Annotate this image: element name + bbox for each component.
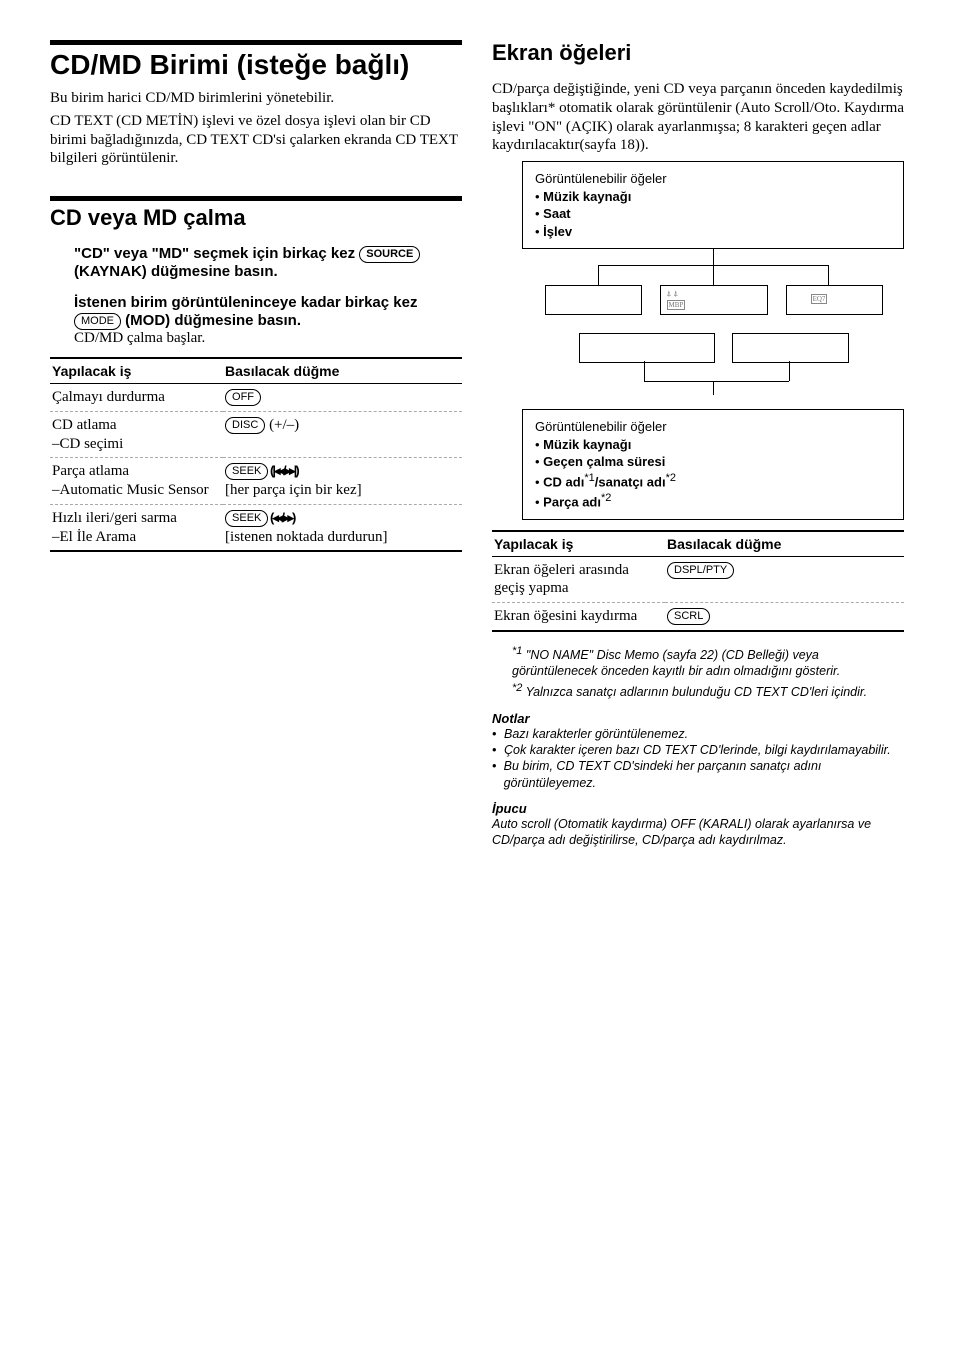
row-switch-display: Ekran öğeleri arasında geçiş yapma [492,556,665,603]
footnote-1: *1 "NO NAME" Disc Memo (sayfa 22) (CD Be… [512,644,904,680]
col-action-r: Yapılacak iş [492,531,665,557]
eq-icon: EQ7 [811,294,828,304]
diagram-box-1: Görüntülenebilir öğeler • Müzik kaynağı … [522,161,904,249]
tip-body: Auto scroll (Otomatik kaydırma) OFF (KAR… [492,816,904,849]
notes-body: •Bazı karakterler görüntülenemez. •Çok k… [492,726,904,791]
step-2: İstenen birim görüntüleninceye kadar bir… [74,294,462,347]
right-intro: CD/parça değiştiğinde, yeni CD veya parç… [492,80,904,155]
display-diagram: ⍋ ⍋ MBP EQ7 [522,249,904,409]
intro-2: CD TEXT (CD METİN) işlevi ve özel dosya … [50,112,462,168]
col-button: Basılacak düğme [223,358,462,384]
source-button-label: SOURCE [359,246,420,263]
row-track-skip: Parça atlama –Automatic Music Sensor [50,458,223,505]
scrl-button-label: SCRL [667,608,710,625]
col-button-r: Basılacak düğme [665,531,904,557]
left-column: CD/MD Birimi (isteğe bağlı) Bu birim har… [50,40,462,848]
section-title-right: Ekran öğeleri [492,40,904,66]
col-action: Yapılacak iş [50,358,223,384]
section-title: CD veya MD çalma [50,205,462,231]
intro-1: Bu birim harici CD/MD birimlerini yönete… [50,89,462,108]
seek-button-label: SEEK [225,463,268,480]
notes-heading: Notlar [492,711,904,726]
footnote-2: *2 Yalnızca sanatçı adlarının bulunduğu … [512,681,904,700]
seek-button-label-2: SEEK [225,510,268,527]
dspl-pty-button-label: DSPL/PTY [667,562,734,579]
row-scroll-display: Ekran öğesini kaydırma [492,603,665,631]
row-cd-skip: CD atlama –CD seçimi [50,411,223,458]
step-1: "CD" veya "MD" seçmek için birkaç kez SO… [74,245,462,280]
main-title: CD/MD Birimi (isteğe bağlı) [50,49,462,81]
right-column: Ekran öğeleri CD/parça değiştiğinde, yen… [492,40,904,848]
diagram-box-2: Görüntülenebilir öğeler • Müzik kaynağı … [522,409,904,519]
mode-button-label: MODE [74,313,121,330]
actions-table-right: Yapılacak iş Basılacak düğme Ekran öğele… [492,530,904,632]
off-button-label: OFF [225,389,261,406]
actions-table: Yapılacak iş Basılacak düğme Çalmayı dur… [50,357,462,552]
row-ff-rew: Hızlı ileri/geri sarma –El İle Arama [50,504,223,551]
tip-heading: İpucu [492,801,904,816]
row-stop: Çalmayı durdurma [50,384,223,412]
disc-button-label: DISC [225,417,265,434]
antenna-icon: ⍋ ⍋ [667,289,679,299]
page: CD/MD Birimi (isteğe bağlı) Bu birim har… [50,40,904,848]
rew-ff-icon: (◂◂/▸▸) [268,510,294,525]
prev-next-track-icon: (|◂◂/▸▸|) [268,463,297,478]
mbp-icon: MBP [667,300,686,310]
